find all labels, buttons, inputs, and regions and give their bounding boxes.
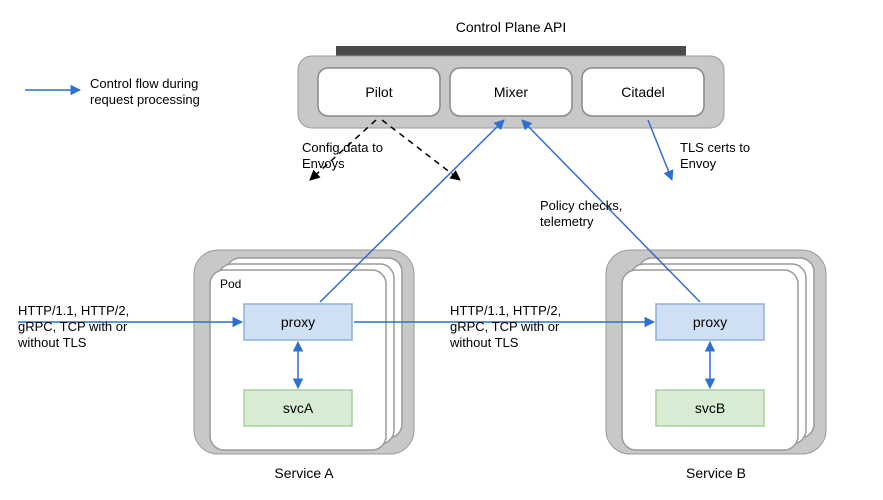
serviceB-svc-label: svcB [695, 400, 725, 416]
annot-tls-line1: TLS certs to [680, 140, 750, 155]
serviceA-svc-label: svcA [283, 400, 314, 416]
serviceA-pod-label: Pod [220, 277, 241, 291]
annot-traffic-mid-line3: without TLS [449, 335, 519, 350]
diagram-canvas: Control flow duringrequest processing Con… [0, 0, 883, 500]
edge-pilot-to-envoy-r [382, 120, 460, 180]
legend-line2: request processing [90, 92, 200, 107]
control-plane-api-bar [336, 46, 686, 56]
serviceA-title: Service A [274, 465, 334, 481]
edge-citadel-to-envoy [648, 120, 672, 180]
component-pilot-label: Pilot [365, 84, 392, 100]
annot-traffic-mid-line1: HTTP/1.1, HTTP/2, [450, 303, 561, 318]
serviceB-proxy-label: proxy [693, 314, 727, 330]
component-citadel-label: Citadel [621, 84, 665, 100]
annot-traffic-mid-line2: gRPC, TCP with or [450, 319, 560, 334]
annot-policy-line1: Policy checks, [540, 198, 622, 213]
annot-config-line2: Envoys [302, 156, 345, 171]
legend-line1: Control flow during [90, 76, 198, 91]
component-mixer-label: Mixer [494, 84, 529, 100]
annot-tls-line2: Envoy [680, 156, 717, 171]
annot-config-line1: Config data to [302, 140, 383, 155]
annot-traffic-left-line3: without TLS [17, 335, 87, 350]
serviceB-title: Service B [686, 465, 746, 481]
control-plane-title: Control Plane API [456, 19, 567, 35]
annot-traffic-left-line1: HTTP/1.1, HTTP/2, [18, 303, 129, 318]
annot-policy-line2: telemetry [540, 214, 594, 229]
annot-traffic-left-line2: gRPC, TCP with or [18, 319, 128, 334]
serviceA-proxy-label: proxy [281, 314, 315, 330]
